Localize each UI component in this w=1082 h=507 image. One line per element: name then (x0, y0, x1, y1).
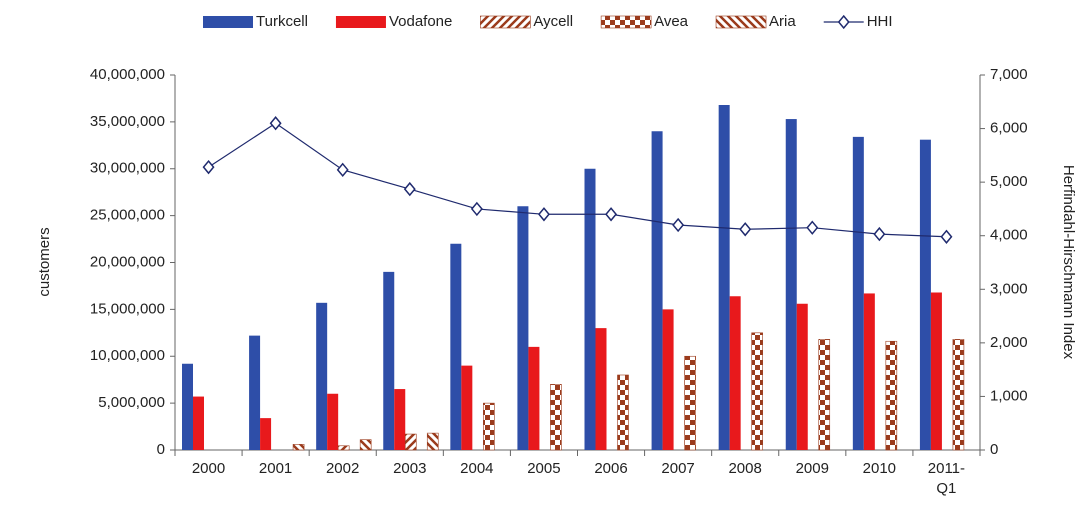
bar (404, 433, 417, 451)
hhi-marker (873, 226, 886, 242)
bar (327, 393, 339, 450)
bar (651, 131, 663, 450)
bar (818, 339, 831, 451)
bar (751, 332, 763, 451)
bar (483, 402, 495, 451)
legend-swatch (203, 16, 253, 28)
y-tick-label: 40,000,000 (90, 66, 165, 83)
y-tick-label: 30,000,000 (90, 160, 165, 177)
legend-label: Avea (654, 13, 689, 30)
bar (796, 303, 808, 450)
bar (729, 296, 741, 450)
y2-tick-label: 6,000 (990, 120, 1028, 137)
legend-swatch (600, 15, 652, 29)
bar (182, 363, 193, 450)
legend-label: Aycell (533, 13, 573, 30)
x-tick-label: 2006 (594, 460, 628, 477)
bar (316, 302, 328, 450)
x-tick-label: 2010 (862, 460, 897, 477)
y2-tick-label: 2,000 (990, 334, 1028, 351)
bar (426, 432, 439, 451)
bar (662, 309, 674, 450)
y2-tick-label: 1,000 (990, 387, 1028, 404)
x-tick-label: 2003 (393, 460, 427, 477)
legend-swatch (837, 14, 850, 30)
hhi-marker (806, 220, 819, 235)
legend-swatch (715, 15, 767, 29)
y-tick-label: 0 (157, 441, 165, 458)
bar (383, 271, 395, 450)
x-tick-label: 2002 (325, 460, 360, 477)
x-tick-label: 2008 (728, 460, 762, 477)
x-tick-label: 2000 (191, 460, 226, 477)
bar (785, 119, 797, 450)
y-tick-label: 35,000,000 (90, 113, 165, 130)
bar (952, 339, 965, 451)
x-tick-label: 2004 (460, 460, 494, 477)
y2-tick-label: 5,000 (990, 173, 1028, 190)
bar (863, 293, 875, 450)
y-tick-label: 10,000,000 (90, 347, 165, 364)
legend-swatch (480, 15, 531, 29)
legend-label: Turkcell (256, 13, 308, 30)
bar (193, 396, 204, 450)
legend-label: Aria (769, 13, 796, 30)
y2-tick-label: 3,000 (990, 280, 1028, 297)
x-tick-label: 2005 (527, 460, 561, 477)
y2-tick-label: 4,000 (990, 227, 1028, 244)
bar (528, 346, 540, 450)
bar (852, 136, 864, 450)
hhi-marker (336, 162, 349, 177)
bar (919, 139, 931, 450)
bar (337, 445, 350, 451)
hhi-marker (202, 159, 215, 175)
bar (684, 355, 696, 451)
y-tick-label: 15,000,000 (90, 300, 165, 317)
bar (718, 105, 730, 450)
y-axis-title: customers (36, 227, 53, 296)
hhi-marker (537, 207, 550, 222)
bar (260, 418, 272, 450)
hhi-marker (470, 201, 483, 217)
hhi-line (208, 122, 947, 238)
legend-label: Vodafone (389, 13, 452, 30)
y2-axis-title: Herfindahl-Hirschmann Index (1060, 165, 1077, 360)
bar (930, 292, 942, 450)
x-tick-label: 2001 (258, 460, 293, 477)
hhi-marker (739, 222, 752, 237)
x-tick-label: 2007 (661, 460, 695, 477)
bar (517, 206, 529, 450)
legend-swatch (335, 16, 386, 28)
y-tick-label: 20,000,000 (90, 253, 165, 270)
hhi-marker (403, 181, 416, 197)
bar (461, 365, 473, 450)
hhi-marker (672, 217, 685, 233)
y-tick-label: 5,000,000 (98, 394, 165, 411)
bar (450, 243, 462, 450)
bar (249, 335, 261, 450)
hhi-marker (605, 207, 618, 222)
bar (595, 328, 607, 450)
hhi-marker (940, 229, 953, 244)
bar (394, 389, 406, 450)
x-tick-label: 2011- Q1 (927, 460, 966, 497)
bar (584, 168, 596, 450)
y2-tick-label: 0 (990, 441, 998, 458)
bar (359, 439, 372, 451)
y2-tick-label: 7,000 (990, 66, 1028, 83)
bar (550, 384, 562, 451)
bar (292, 444, 305, 451)
bar (885, 340, 898, 451)
hhi-marker (269, 116, 282, 131)
y-tick-label: 25,000,000 (90, 207, 165, 224)
legend-label: HHI (867, 13, 893, 30)
x-tick-label: 2009 (795, 460, 829, 477)
bar (617, 374, 629, 451)
